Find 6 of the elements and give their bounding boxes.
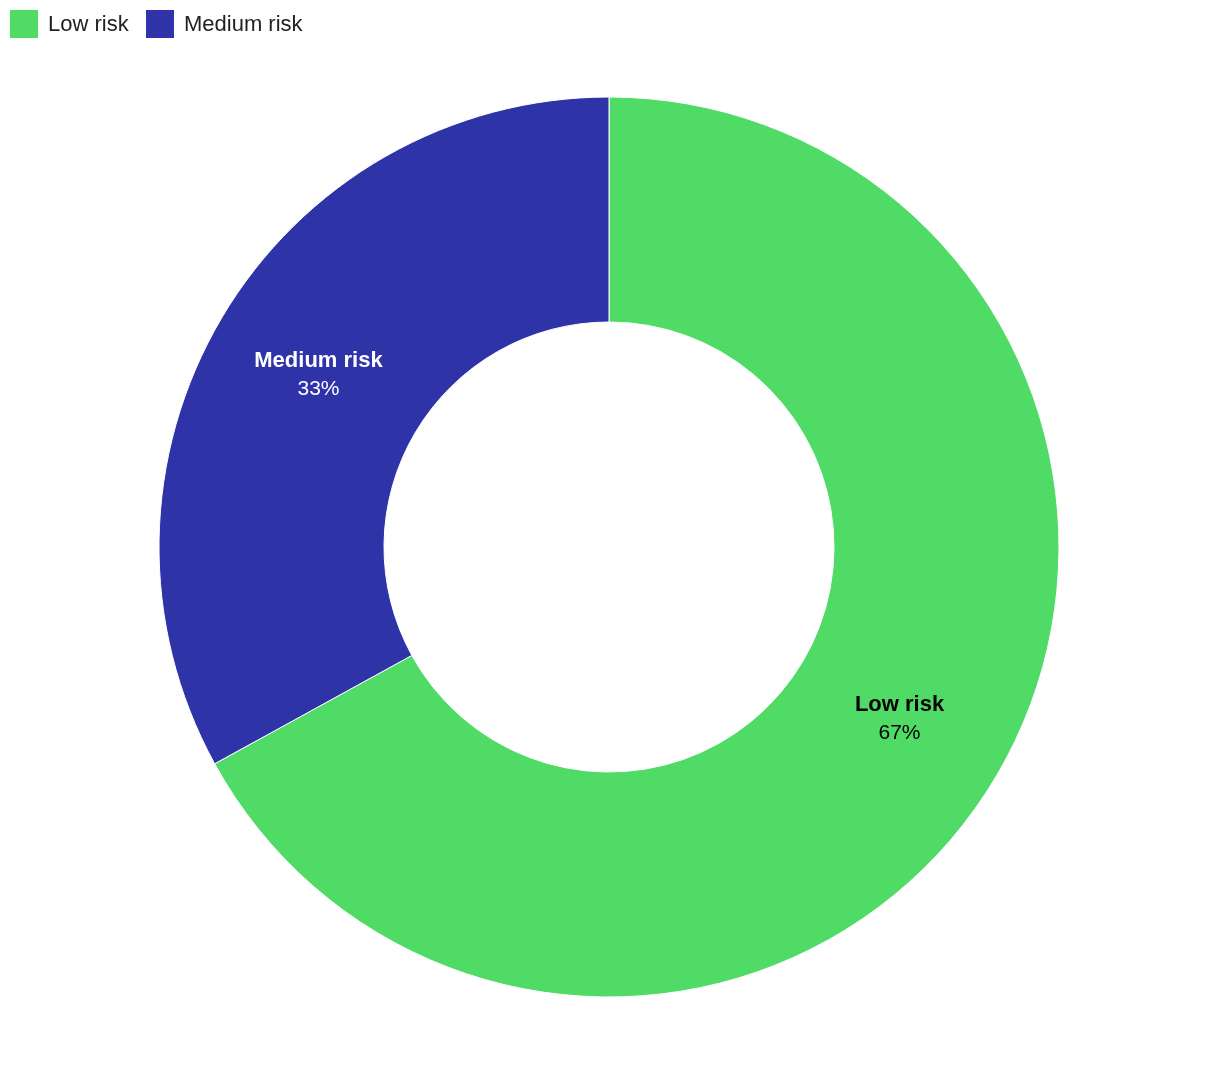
data-label: 67%	[878, 719, 921, 743]
slice-label: Medium risk	[254, 347, 384, 373]
legend-label: Medium risk	[184, 11, 304, 36]
data-label: 33%	[297, 376, 340, 400]
legend-label: Low risk	[48, 11, 130, 36]
slice-label: Low risk	[854, 690, 945, 716]
